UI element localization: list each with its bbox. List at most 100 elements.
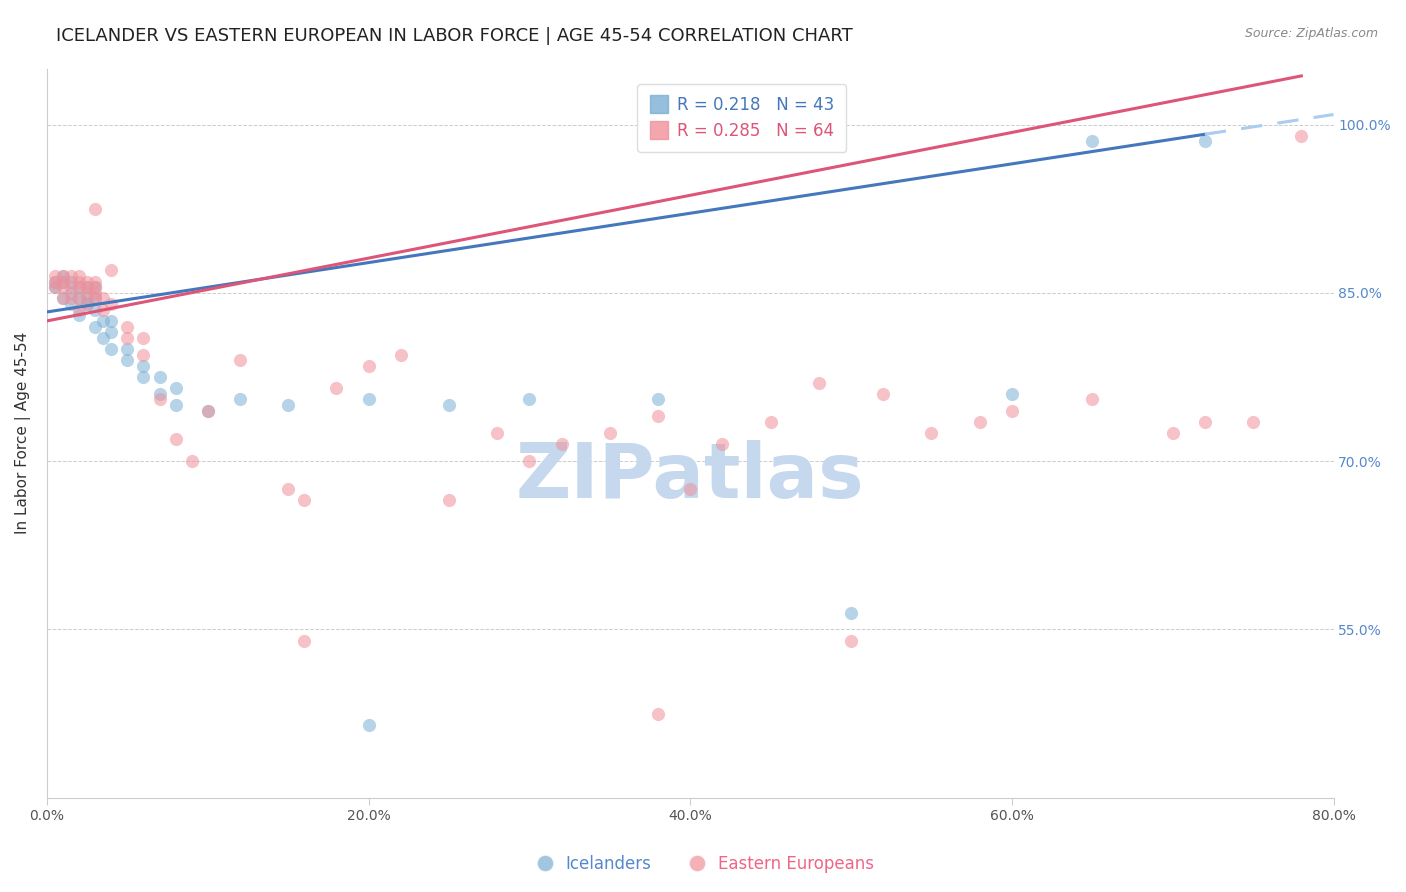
Point <box>60 268 83 283</box>
Point <box>91 331 114 345</box>
Point <box>148 392 170 407</box>
Point <box>132 370 155 384</box>
Point <box>1001 387 1024 401</box>
Point <box>84 275 107 289</box>
Point <box>117 319 139 334</box>
Point <box>165 381 187 395</box>
Point <box>60 280 83 294</box>
Point <box>1194 415 1216 429</box>
Point <box>44 275 66 289</box>
Point <box>100 342 122 356</box>
Legend: Icelanders, Eastern Europeans: Icelanders, Eastern Europeans <box>526 848 880 880</box>
Point <box>52 275 75 289</box>
Point <box>84 302 107 317</box>
Point <box>76 292 98 306</box>
Point <box>84 285 107 300</box>
Point <box>165 398 187 412</box>
Point <box>357 392 380 407</box>
Point <box>84 280 107 294</box>
Point <box>839 606 862 620</box>
Point <box>229 392 252 407</box>
Y-axis label: In Labor Force | Age 45-54: In Labor Force | Age 45-54 <box>15 332 31 534</box>
Point <box>229 353 252 368</box>
Point <box>52 292 75 306</box>
Point <box>1194 135 1216 149</box>
Point <box>197 403 219 417</box>
Point <box>52 268 75 283</box>
Point <box>100 263 122 277</box>
Point <box>76 280 98 294</box>
Point <box>679 482 702 496</box>
Point <box>437 493 460 508</box>
Point <box>839 633 862 648</box>
Point <box>67 275 90 289</box>
Point <box>969 415 991 429</box>
Point <box>52 268 75 283</box>
Point <box>117 342 139 356</box>
Point <box>486 426 509 441</box>
Point <box>1081 392 1104 407</box>
Point <box>1241 415 1264 429</box>
Point <box>117 353 139 368</box>
Point <box>84 292 107 306</box>
Text: Source: ZipAtlas.com: Source: ZipAtlas.com <box>1244 27 1378 40</box>
Point <box>437 398 460 412</box>
Point <box>807 376 830 390</box>
Point <box>357 359 380 373</box>
Point <box>647 706 669 721</box>
Point <box>52 275 75 289</box>
Point <box>325 381 347 395</box>
Point <box>759 415 782 429</box>
Point <box>148 370 170 384</box>
Point <box>91 302 114 317</box>
Point <box>60 275 83 289</box>
Point <box>67 268 90 283</box>
Point <box>67 280 90 294</box>
Point <box>67 292 90 306</box>
Point <box>60 292 83 306</box>
Point <box>52 280 75 294</box>
Point <box>292 633 315 648</box>
Point <box>519 392 541 407</box>
Point <box>100 314 122 328</box>
Point <box>84 202 107 216</box>
Point <box>872 387 894 401</box>
Point <box>1161 426 1184 441</box>
Point <box>67 302 90 317</box>
Point <box>91 292 114 306</box>
Point <box>277 398 299 412</box>
Point <box>84 319 107 334</box>
Point <box>920 426 942 441</box>
Point <box>44 280 66 294</box>
Point <box>132 331 155 345</box>
Point <box>76 297 98 311</box>
Point <box>67 308 90 322</box>
Point <box>148 387 170 401</box>
Point <box>292 493 315 508</box>
Point <box>44 275 66 289</box>
Point <box>647 409 669 424</box>
Point <box>52 292 75 306</box>
Legend: R = 0.218   N = 43, R = 0.285   N = 64: R = 0.218 N = 43, R = 0.285 N = 64 <box>637 84 846 152</box>
Point <box>84 280 107 294</box>
Point <box>180 454 202 468</box>
Point <box>647 392 669 407</box>
Point <box>76 297 98 311</box>
Point <box>711 437 734 451</box>
Point <box>100 297 122 311</box>
Point <box>599 426 621 441</box>
Point <box>132 348 155 362</box>
Point <box>76 280 98 294</box>
Point <box>1081 135 1104 149</box>
Point <box>76 275 98 289</box>
Point <box>67 280 90 294</box>
Point <box>389 348 412 362</box>
Point <box>60 285 83 300</box>
Point <box>132 359 155 373</box>
Point <box>1291 128 1313 143</box>
Point <box>165 432 187 446</box>
Point <box>357 718 380 732</box>
Point <box>117 331 139 345</box>
Point <box>76 285 98 300</box>
Point <box>277 482 299 496</box>
